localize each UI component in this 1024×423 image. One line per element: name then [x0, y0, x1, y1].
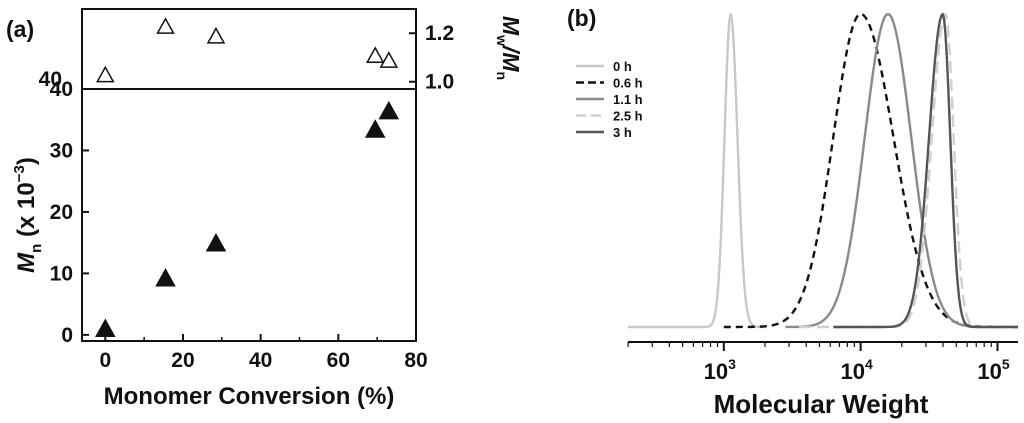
mn-y-axis-title: Mn (x 10−3) — [11, 157, 45, 273]
dispersity-point — [365, 46, 385, 64]
dispersity-plot-frame — [81, 8, 417, 90]
dispersity-point — [379, 51, 399, 68]
dispersity-y-tick-label: 1.0 — [425, 71, 454, 94]
x-tick-label: 20 — [171, 349, 194, 372]
panel-a: (a) 1.0 1.2 0 20 40 60 80 0 10 20 30 40 40 Monomer… — [6, 8, 524, 410]
mn-point — [205, 233, 227, 252]
panel-b-label: (b) — [567, 5, 596, 31]
b-x-tick-label: 104 — [840, 356, 872, 384]
x-tick-label: 60 — [327, 349, 350, 372]
b-x-axis-title: Molecular Weight — [714, 389, 929, 419]
tick-base: 10 — [704, 359, 728, 384]
legend-label-3-h: 3 h — [613, 125, 632, 140]
dispersity-point — [96, 65, 115, 83]
mn-unit-close: ) — [13, 157, 40, 165]
mn-axis-ticks: 0 20 40 60 80 0 10 20 30 40 — [50, 78, 428, 372]
tick-exponent: 3 — [728, 356, 736, 372]
sec-curves — [628, 12, 1018, 329]
x-tick-label: 80 — [404, 349, 427, 372]
legend-label-0-6-h: 0.6 h — [613, 76, 643, 91]
tick-base: 10 — [977, 359, 1001, 384]
series-line-0-6-h — [723, 12, 1018, 329]
dispersity-y-axis-title: Mw/Mn — [494, 16, 524, 80]
mn-denominator-subscript: n — [494, 72, 510, 81]
b-x-axis-ticks: 103 104 105 — [627, 342, 1010, 384]
legend-label-1-1-h: 1.1 h — [613, 92, 643, 107]
b-x-tick-label: 105 — [977, 356, 1009, 384]
tick-base: 10 — [840, 359, 864, 384]
mw-symbol: M — [498, 16, 524, 36]
mn-y-tick-label: 30 — [50, 139, 73, 162]
mn-point — [378, 100, 400, 120]
series-line-3-h — [833, 12, 1018, 329]
mn-point — [155, 268, 176, 287]
dispersity-points — [96, 17, 399, 83]
mn-subscript: n — [28, 244, 45, 253]
dispersity-axis-ticks: 1.0 1.2 — [409, 22, 454, 94]
legend-label-0-h: 0 h — [613, 59, 632, 74]
overlay-tick-label: 40 — [39, 68, 62, 91]
x-tick-label: 0 — [99, 349, 111, 372]
mn-point — [364, 119, 386, 138]
mn-y-tick-label: 40 — [50, 78, 73, 101]
panel-b: (b) 103 104 105 0 h0.6 h1.1 h2.5 h3 h Mole… — [567, 5, 1018, 419]
mn-denominator: /M — [498, 45, 524, 72]
series-line-1-1-h — [785, 12, 977, 329]
b-x-tick-label: 103 — [704, 356, 736, 384]
dispersity-point — [206, 26, 226, 44]
tick-exponent: 4 — [865, 356, 873, 372]
mw-subscript: w — [494, 34, 510, 46]
dispersity-y-tick-label: 1.2 — [425, 22, 454, 45]
mn-plot-frame — [81, 88, 417, 342]
mn-unit-text: (x 10 — [13, 182, 40, 243]
legend: 0 h 0.6 h1.1 h 2.5 h3 h — [576, 59, 643, 140]
mn-y-tick-label: 10 — [50, 262, 73, 285]
series-line-0-h — [628, 12, 765, 329]
mn-y-tick-label: 0 — [61, 324, 73, 347]
panel-a-label: (a) — [6, 16, 34, 42]
series-line-2-5-h — [799, 12, 1018, 329]
mn-point — [95, 318, 116, 337]
x-tick-label: 40 — [249, 349, 272, 372]
mn-y-tick-label: 20 — [50, 201, 73, 224]
a-x-axis-title: Monomer Conversion (%) — [104, 383, 395, 410]
tick-exponent: 5 — [1002, 356, 1010, 372]
mn-points — [95, 100, 400, 337]
mn-symbol: M — [13, 252, 40, 273]
dispersity-point — [156, 17, 175, 34]
mn-exponent: −3 — [11, 165, 28, 182]
legend-label-2-5-h: 2.5 h — [613, 109, 643, 124]
